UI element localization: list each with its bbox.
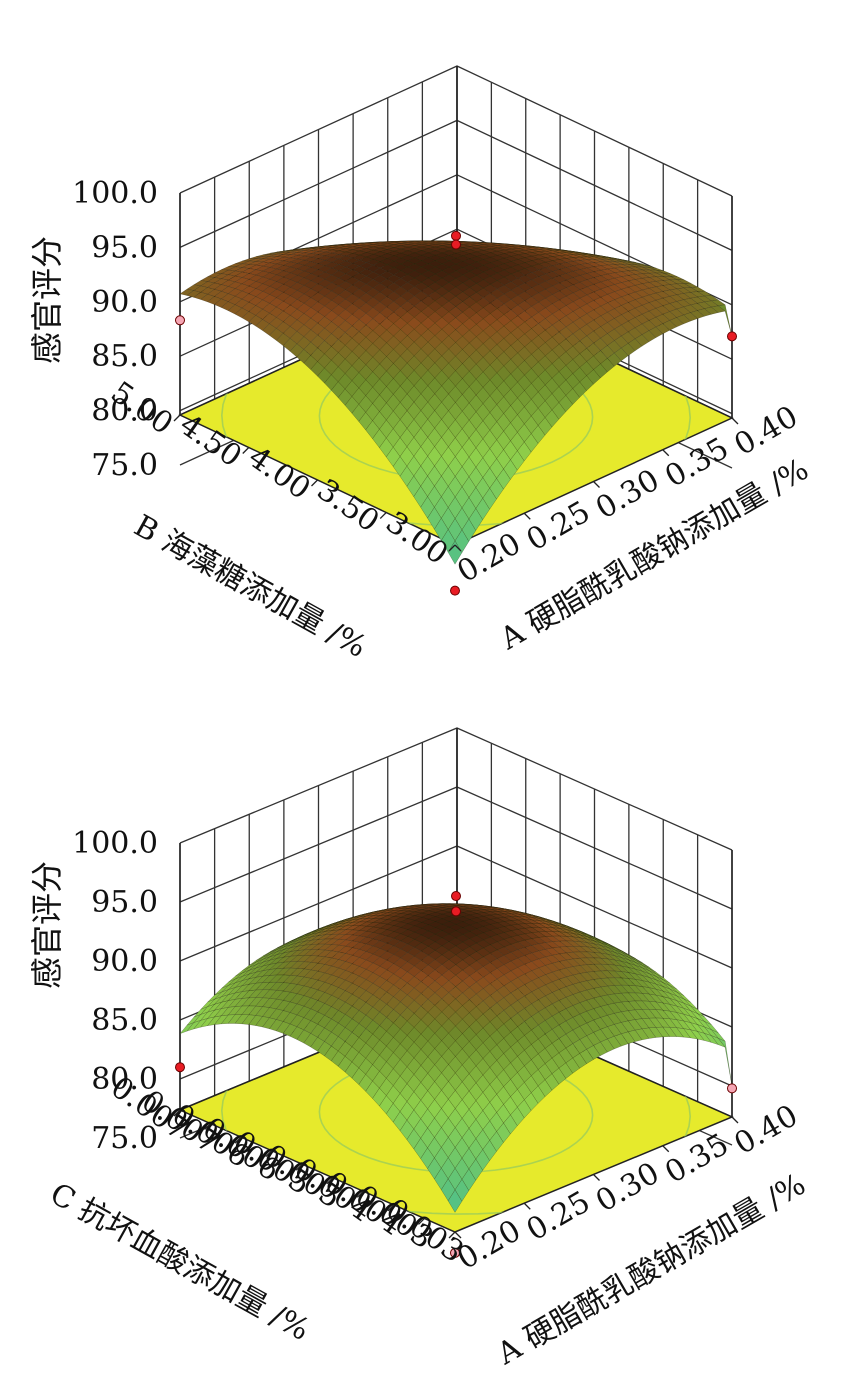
grid-line (179, 786, 733, 910)
y-tick-mark (204, 1123, 212, 1131)
grid-line (179, 727, 733, 851)
z-tick-label: 80.0 (91, 394, 158, 429)
z-tick-label: 85.0 (91, 339, 158, 374)
y-tick-mark (417, 1217, 425, 1225)
z-tick-label: 95.0 (91, 885, 158, 920)
y-tick-mark (387, 1204, 395, 1212)
design-point (175, 315, 185, 326)
x-tick-mark (454, 1231, 462, 1239)
x-tick-mark (731, 1116, 739, 1124)
z-tick-label: 85.0 (91, 1003, 158, 1038)
x-tick-mark (731, 417, 739, 425)
z-tick-label: 100.0 (72, 826, 158, 861)
z-tick-label: 75.0 (91, 448, 158, 483)
y-tick-label: 5.00 (104, 375, 179, 442)
y-tick-mark (242, 447, 250, 454)
response-surface (179, 903, 733, 1213)
design-point (727, 1083, 737, 1094)
z-tick-label: 80.0 (91, 1062, 158, 1097)
x-tick-mark (454, 544, 462, 552)
design-point (451, 230, 461, 241)
y-tick-mark (295, 1163, 303, 1171)
x-tick-mark (593, 1174, 600, 1181)
z-axis-label: 感官评分 (28, 236, 66, 364)
surface-plot-a-c: 100.095.090.085.080.075.00.200.250.300.3… (28, 727, 812, 1372)
design-point (451, 891, 461, 902)
x-tick-mark (523, 1202, 531, 1210)
x-tick-label: 0.40 (729, 399, 804, 463)
surface-cell (447, 540, 463, 565)
y-tick-mark (448, 544, 456, 552)
y-tick-mark (173, 1109, 181, 1117)
design-point (450, 1247, 460, 1258)
y-tick-mark (311, 479, 318, 487)
y-tick-mark (173, 414, 181, 422)
y-tick-mark (234, 1136, 242, 1144)
y-axis-label: C 抗坏血酸添加量 /% (44, 1176, 315, 1348)
surface-plot-a-b: 100.095.090.085.080.075.00.200.250.300.3… (28, 65, 815, 665)
y-tick-mark (379, 512, 387, 519)
z-tick-label: 90.0 (91, 944, 158, 979)
z-tick-label: 95.0 (91, 230, 158, 265)
design-points (175, 891, 737, 1258)
z-tick-label: 100.0 (72, 176, 158, 211)
z-tick-label: 75.0 (91, 1121, 158, 1156)
y-tick-mark (448, 1231, 456, 1239)
response-surface (179, 240, 733, 565)
y-tick-mark (265, 1150, 273, 1158)
x-tick-mark (662, 449, 670, 457)
design-point (451, 239, 461, 250)
x-tick-mark (662, 1145, 670, 1153)
design-point (451, 906, 461, 917)
x-tick-mark (593, 481, 600, 488)
design-points (175, 230, 737, 596)
grid-line (179, 65, 733, 197)
x-tick-label: 0.40 (729, 1098, 804, 1162)
surface-cell (447, 1189, 463, 1213)
design-point (450, 585, 460, 596)
y-tick-mark (356, 1190, 364, 1198)
x-tick-mark (523, 512, 531, 520)
z-tick-label: 90.0 (91, 285, 158, 320)
y-tick-mark (326, 1177, 334, 1185)
z-axis-label: 感官评分 (28, 861, 66, 989)
y-axis-label: B 海藻糖添加量 /% (128, 508, 372, 665)
design-point (175, 1062, 185, 1073)
design-point (727, 331, 737, 342)
